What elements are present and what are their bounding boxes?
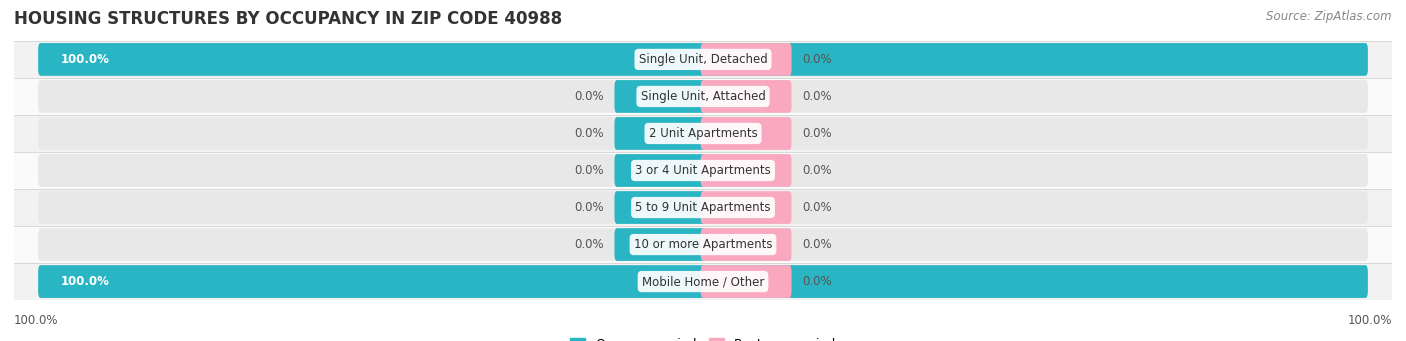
Text: 10 or more Apartments: 10 or more Apartments xyxy=(634,238,772,251)
FancyBboxPatch shape xyxy=(700,265,792,298)
FancyBboxPatch shape xyxy=(700,154,792,187)
FancyBboxPatch shape xyxy=(614,191,706,224)
FancyBboxPatch shape xyxy=(614,80,706,113)
Text: 0.0%: 0.0% xyxy=(803,275,832,288)
Text: 0.0%: 0.0% xyxy=(574,238,603,251)
Text: 0.0%: 0.0% xyxy=(574,201,603,214)
FancyBboxPatch shape xyxy=(614,117,706,150)
FancyBboxPatch shape xyxy=(38,265,1368,298)
FancyBboxPatch shape xyxy=(700,43,792,76)
Text: 0.0%: 0.0% xyxy=(803,127,832,140)
Text: 0.0%: 0.0% xyxy=(803,238,832,251)
FancyBboxPatch shape xyxy=(614,228,706,261)
FancyBboxPatch shape xyxy=(700,117,792,150)
Text: Single Unit, Detached: Single Unit, Detached xyxy=(638,53,768,66)
Bar xyxy=(14,78,1392,115)
FancyBboxPatch shape xyxy=(38,154,1368,187)
Text: 100.0%: 100.0% xyxy=(14,314,59,327)
FancyBboxPatch shape xyxy=(38,191,1368,224)
Text: 100.0%: 100.0% xyxy=(1347,314,1392,327)
Bar xyxy=(14,115,1392,152)
Text: 5 to 9 Unit Apartments: 5 to 9 Unit Apartments xyxy=(636,201,770,214)
Text: 0.0%: 0.0% xyxy=(574,164,603,177)
FancyBboxPatch shape xyxy=(38,80,1368,113)
Bar xyxy=(14,263,1392,300)
FancyBboxPatch shape xyxy=(614,154,706,187)
Text: 0.0%: 0.0% xyxy=(574,90,603,103)
Bar xyxy=(14,226,1392,263)
Text: HOUSING STRUCTURES BY OCCUPANCY IN ZIP CODE 40988: HOUSING STRUCTURES BY OCCUPANCY IN ZIP C… xyxy=(14,10,562,28)
Text: Source: ZipAtlas.com: Source: ZipAtlas.com xyxy=(1267,10,1392,23)
FancyBboxPatch shape xyxy=(700,80,792,113)
Text: Mobile Home / Other: Mobile Home / Other xyxy=(641,275,765,288)
Bar xyxy=(14,41,1392,78)
Text: 0.0%: 0.0% xyxy=(803,201,832,214)
FancyBboxPatch shape xyxy=(38,117,1368,150)
FancyBboxPatch shape xyxy=(700,228,792,261)
Text: 0.0%: 0.0% xyxy=(803,53,832,66)
FancyBboxPatch shape xyxy=(700,191,792,224)
FancyBboxPatch shape xyxy=(38,265,1368,298)
Text: 0.0%: 0.0% xyxy=(803,90,832,103)
Text: Single Unit, Attached: Single Unit, Attached xyxy=(641,90,765,103)
Text: 100.0%: 100.0% xyxy=(60,275,110,288)
Text: 0.0%: 0.0% xyxy=(803,164,832,177)
FancyBboxPatch shape xyxy=(38,43,1368,76)
Bar xyxy=(14,152,1392,189)
Text: 3 or 4 Unit Apartments: 3 or 4 Unit Apartments xyxy=(636,164,770,177)
Text: 100.0%: 100.0% xyxy=(60,53,110,66)
FancyBboxPatch shape xyxy=(38,43,1368,76)
FancyBboxPatch shape xyxy=(38,228,1368,261)
Text: 0.0%: 0.0% xyxy=(574,127,603,140)
Bar xyxy=(14,189,1392,226)
Legend: Owner-occupied, Renter-occupied: Owner-occupied, Renter-occupied xyxy=(569,338,837,341)
Text: 2 Unit Apartments: 2 Unit Apartments xyxy=(648,127,758,140)
